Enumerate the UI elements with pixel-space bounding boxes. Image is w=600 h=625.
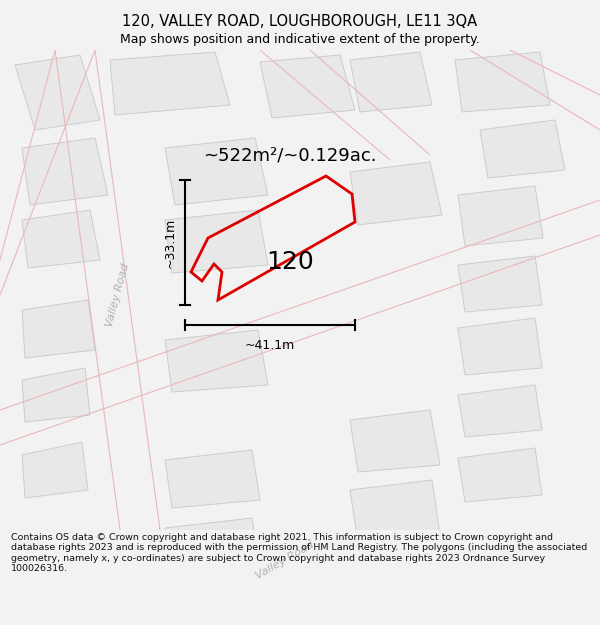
Polygon shape <box>165 210 268 273</box>
Polygon shape <box>458 385 542 437</box>
Polygon shape <box>22 300 95 358</box>
Polygon shape <box>370 530 458 588</box>
Polygon shape <box>165 518 260 575</box>
Polygon shape <box>458 186 543 246</box>
Polygon shape <box>165 450 260 508</box>
Polygon shape <box>455 52 550 112</box>
Text: Valley Road: Valley Road <box>104 262 131 328</box>
Text: 120, VALLEY ROAD, LOUGHBOROUGH, LE11 3QA: 120, VALLEY ROAD, LOUGHBOROUGH, LE11 3QA <box>122 14 478 29</box>
Polygon shape <box>15 55 100 130</box>
Text: Map shows position and indicative extent of the property.: Map shows position and indicative extent… <box>120 33 480 46</box>
Text: ~41.1m: ~41.1m <box>245 339 295 352</box>
Polygon shape <box>350 52 432 112</box>
Polygon shape <box>165 138 268 205</box>
Text: 120: 120 <box>266 250 314 274</box>
Text: ~522m²/~0.129ac.: ~522m²/~0.129ac. <box>203 146 377 164</box>
Polygon shape <box>165 330 268 392</box>
Text: ~33.1m: ~33.1m <box>164 217 177 268</box>
Polygon shape <box>350 410 440 472</box>
Polygon shape <box>22 210 100 268</box>
Text: Valley Road: Valley Road <box>254 539 316 581</box>
Polygon shape <box>350 480 440 542</box>
Polygon shape <box>22 368 90 422</box>
Polygon shape <box>22 138 108 205</box>
Polygon shape <box>22 442 88 498</box>
Polygon shape <box>350 162 442 225</box>
Polygon shape <box>458 256 542 312</box>
Polygon shape <box>480 120 565 178</box>
Polygon shape <box>458 318 542 375</box>
Polygon shape <box>110 52 230 115</box>
Polygon shape <box>240 548 352 605</box>
Polygon shape <box>260 55 355 118</box>
Text: Contains OS data © Crown copyright and database right 2021. This information is : Contains OS data © Crown copyright and d… <box>11 533 587 573</box>
Polygon shape <box>458 448 542 502</box>
